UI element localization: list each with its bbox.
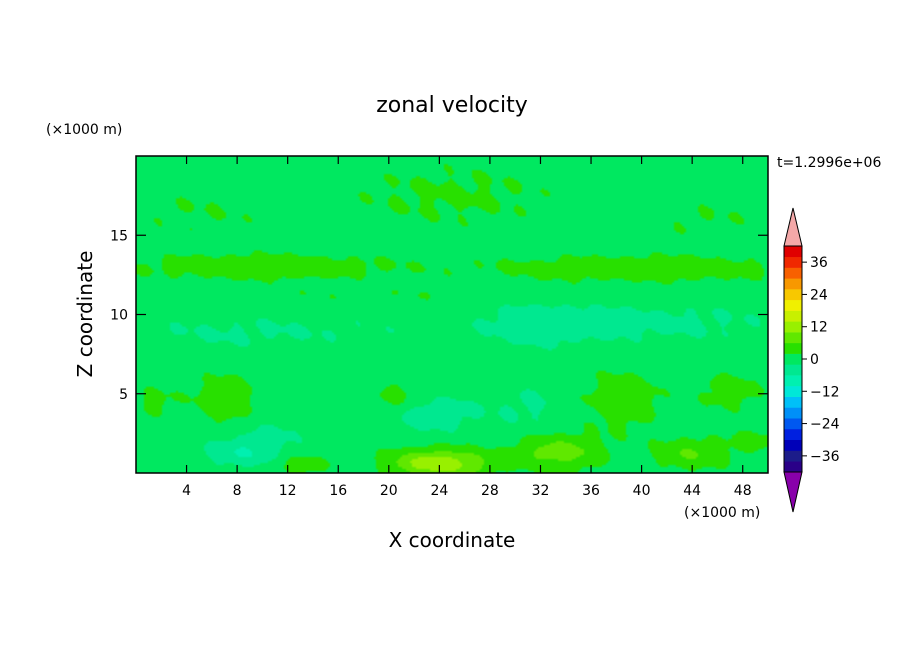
y-axis-ticks: 5 10 15: [110, 228, 768, 403]
colorbar-over-arrow: [783, 207, 803, 247]
y-unit-label: (×1000 m): [46, 122, 122, 138]
colorbar-swatch: [784, 278, 802, 290]
colorbar-swatch: [784, 439, 802, 451]
y-axis-label: Z coordinate: [73, 251, 97, 378]
colorbar-label: 36: [810, 255, 828, 271]
colorbar-swatch: [784, 321, 802, 333]
colorbar-label: 12: [810, 320, 828, 336]
colorbar-swatch: [784, 396, 802, 408]
x-unit-label: (×1000 m): [684, 505, 760, 521]
colorbar-swatch: [784, 418, 802, 430]
x-tick-label: 36: [582, 483, 600, 499]
colorbar-swatch: [784, 342, 802, 354]
colorbar-swatch: [784, 267, 802, 279]
colorbar-swatch: [784, 310, 802, 322]
velocity-field: [136, 156, 768, 473]
x-axis-label: X coordinate: [389, 528, 516, 552]
colorbar-swatch: [784, 332, 802, 344]
colorbar-swatch: [784, 375, 802, 387]
x-axis-ticks: 4 8 12 16 20 24 28 32 36 40 44 48: [182, 156, 752, 499]
x-tick-label: 48: [734, 483, 752, 499]
colorbar-label: −24: [810, 417, 840, 433]
x-tick-label: 28: [481, 483, 499, 499]
x-tick-label: 44: [683, 483, 701, 499]
y-tick-label: 5: [119, 387, 128, 403]
colorbar-swatch: [784, 428, 802, 441]
colorbar-label: −36: [810, 449, 840, 465]
colorbar-swatch: [784, 407, 802, 419]
x-tick-label: 12: [279, 483, 297, 499]
x-tick-label: 32: [532, 483, 550, 499]
x-tick-label: 40: [633, 483, 651, 499]
colorbar-swatch: [784, 385, 802, 397]
colorbar-swatch: [784, 353, 802, 365]
colorbar-label: −12: [810, 384, 840, 400]
colorbar-label: 0: [810, 352, 819, 368]
colorbar: 36 24 12 0 −12 −24 −36: [783, 207, 840, 513]
colorbar-swatch: [784, 364, 802, 376]
x-tick-label: 24: [430, 483, 448, 499]
colorbar-under-arrow: [783, 471, 803, 513]
y-tick-label: 15: [110, 228, 128, 244]
colorbar-swatch: [784, 289, 802, 301]
x-tick-label: 16: [329, 483, 347, 499]
colorbar-swatch: [784, 256, 802, 268]
colorbar-swatch: [784, 246, 802, 258]
colorbar-swatch: [784, 299, 802, 311]
time-label: t=1.2996e+06: [777, 155, 881, 171]
x-tick-label: 20: [380, 483, 398, 499]
y-tick-label: 10: [110, 308, 128, 324]
colorbar-label: 24: [810, 287, 828, 303]
colorbar-swatch: [784, 450, 802, 462]
chart-title: zonal velocity: [376, 93, 528, 118]
colorbar-swatch: [784, 461, 802, 473]
x-tick-label: 8: [233, 483, 242, 499]
x-tick-label: 4: [182, 483, 191, 499]
